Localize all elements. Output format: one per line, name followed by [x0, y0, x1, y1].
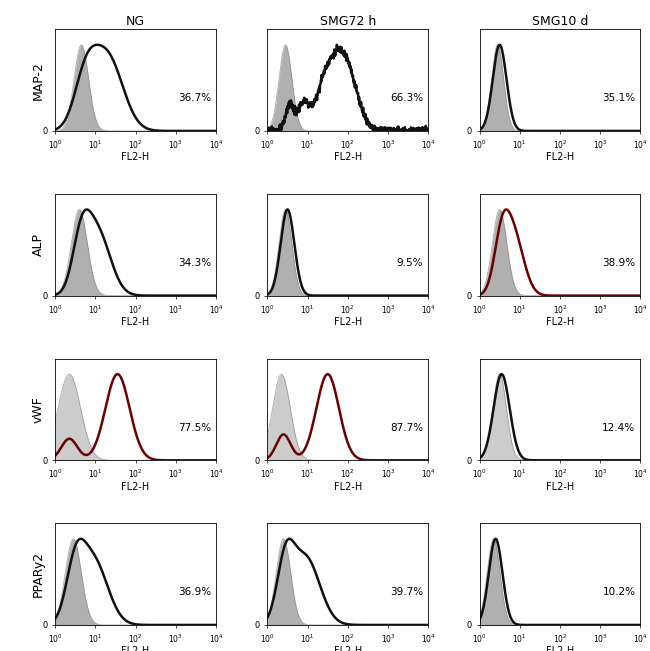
Text: 35.1%: 35.1% [603, 93, 636, 104]
Title: SMG10 d: SMG10 d [532, 15, 588, 28]
X-axis label: FL2-H: FL2-H [546, 152, 574, 162]
X-axis label: FL2-H: FL2-H [546, 646, 574, 651]
X-axis label: FL2-H: FL2-H [546, 482, 574, 492]
Y-axis label: vWF: vWF [32, 396, 45, 423]
Text: 77.5%: 77.5% [178, 422, 211, 433]
X-axis label: FL2-H: FL2-H [333, 152, 362, 162]
Text: 34.3%: 34.3% [178, 258, 211, 268]
Text: 87.7%: 87.7% [390, 422, 423, 433]
Y-axis label: MAP-2: MAP-2 [32, 61, 45, 100]
X-axis label: FL2-H: FL2-H [546, 317, 574, 327]
X-axis label: FL2-H: FL2-H [122, 646, 150, 651]
Title: NG: NG [126, 15, 145, 28]
Y-axis label: PPARy2: PPARy2 [32, 551, 45, 597]
Text: 36.7%: 36.7% [178, 93, 211, 104]
X-axis label: FL2-H: FL2-H [333, 482, 362, 492]
Text: 9.5%: 9.5% [396, 258, 423, 268]
X-axis label: FL2-H: FL2-H [122, 317, 150, 327]
Title: SMG72 h: SMG72 h [320, 15, 376, 28]
Text: 10.2%: 10.2% [603, 587, 636, 598]
Text: 36.9%: 36.9% [178, 587, 211, 598]
X-axis label: FL2-H: FL2-H [122, 482, 150, 492]
Text: 66.3%: 66.3% [390, 93, 423, 104]
Text: 38.9%: 38.9% [603, 258, 636, 268]
X-axis label: FL2-H: FL2-H [333, 646, 362, 651]
X-axis label: FL2-H: FL2-H [333, 317, 362, 327]
Y-axis label: ALP: ALP [32, 233, 45, 256]
X-axis label: FL2-H: FL2-H [122, 152, 150, 162]
Text: 12.4%: 12.4% [603, 422, 636, 433]
Text: 39.7%: 39.7% [390, 587, 423, 598]
